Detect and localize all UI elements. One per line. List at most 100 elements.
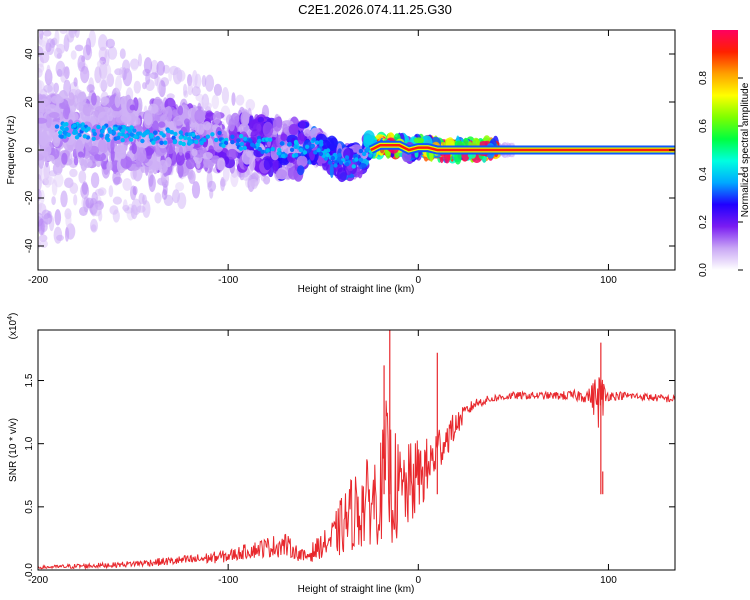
heatmap-cell [153,130,158,135]
heatmap-cell [136,131,141,136]
heatmap-cell [330,155,335,161]
heatmap-cell [58,130,63,135]
heatmap-cell [48,170,58,177]
heatmap-cell [304,144,310,149]
heatmap-cell [123,134,128,139]
colorbar-tick-label: 0.0 [698,263,709,277]
heatmap-cell [191,148,198,157]
heatmap-cell [204,74,215,92]
colorbar: 0.0 0.2 0.4 0.6 0.8 Normalized spectral ampl… [698,30,750,277]
heatmap-cell [43,30,52,37]
heatmap-cell [38,117,48,124]
heatmap-cell [101,125,107,130]
heatmap-cell [413,137,425,144]
heatmap-cell [337,153,342,158]
heatmap-cell [358,157,364,162]
heatmap-cell [313,150,318,155]
heatmap-cell [77,123,83,128]
heatmap-cell [213,83,222,96]
heatmap-cell [202,137,207,143]
heatmap-cell [249,155,256,171]
heatmap-cell [204,102,212,110]
heatmap-cell [99,77,109,91]
heatmap-cell [235,94,245,106]
heatmap-cell [243,136,248,141]
heatmap-cell [293,144,298,149]
heatmap-cell [70,50,77,60]
heatmap-cell [38,17,45,27]
heatmap-cell [107,46,118,60]
heatmap-cell [272,117,283,132]
heatmap-cell [62,122,67,127]
heatmap-cell [143,57,153,74]
heatmap-cell [129,104,136,111]
heatmap-cell [66,132,71,137]
heatmap-cell [144,109,153,126]
heatmap-cell [117,132,122,137]
heatmap-cell [282,123,288,133]
heatmap-cell [51,196,56,206]
heatmap-cell [91,136,96,141]
heatmap-cell [38,21,43,27]
heatmap-cell [38,234,48,243]
colorbar-tick-label: 0.6 [698,119,709,133]
x-tick-label: -100 [218,275,238,286]
heatmap-cell [38,99,45,113]
heatmap-cell [142,82,147,90]
heatmap-cell [298,147,304,153]
colorbar-tick-label: 0.4 [698,167,709,181]
heatmap-cell [73,194,78,206]
heatmap-cell [120,138,125,143]
heatmap-cell [365,147,370,152]
heatmap-cell [177,105,184,116]
heatmap-cell [150,59,159,75]
heatmap-cell [152,120,159,133]
heatmap-cell [238,146,244,151]
heatmap-cell [268,137,273,142]
heatmap-cell [159,140,164,145]
snr-axes: -200 -100 0 100 0.0 0.5 1.0 1.5 [24,330,675,586]
heatmap-cell [155,146,167,157]
heatmap-cell [39,189,45,204]
heatmap-cell [148,174,156,193]
heatmap-cell [236,138,241,143]
heatmap-cell [205,134,210,139]
heatmap-cell [260,174,266,182]
heatmap-cell [336,167,347,183]
x-tick-label: -200 [28,275,48,286]
heatmap-cell [90,172,100,189]
heatmap-cell [175,182,185,192]
heatmap-cell [133,80,141,94]
heatmap-cell [108,185,114,198]
heatmap-cell [130,62,138,71]
heatmap-cell [108,129,113,134]
heatmap-cell [39,143,52,157]
heatmap-cell [165,157,172,168]
snr-xlabel: Height of straight line (km) [298,584,415,595]
heatmap-cell [279,155,290,166]
colorbar-tick-label: 0.8 [698,71,709,85]
heatmap-cell [303,129,311,137]
heatmap-cell [327,160,333,165]
heatmap-cell [202,121,212,131]
heatmap-cell [56,68,63,77]
heatmap-cell [138,53,142,67]
heatmap-cell [178,146,183,156]
heatmap-cell [257,116,264,123]
y-tick-label: 0.0 [24,563,35,577]
heatmap-cell [83,158,93,168]
heatmap-cell [245,99,256,111]
heatmap-cell [131,143,137,155]
heatmap-cell [53,82,59,94]
heatmap-cell [129,125,134,130]
heatmap-cell [211,94,220,110]
heatmap-cell [46,154,55,162]
heatmap-cell [94,152,106,162]
heatmap-cell [329,163,334,178]
heatmap-cell [156,60,165,76]
heatmap-cell [363,130,375,145]
heatmap-cell [36,11,41,25]
heatmap-cell [191,132,196,137]
heatmap-cell [171,135,176,140]
